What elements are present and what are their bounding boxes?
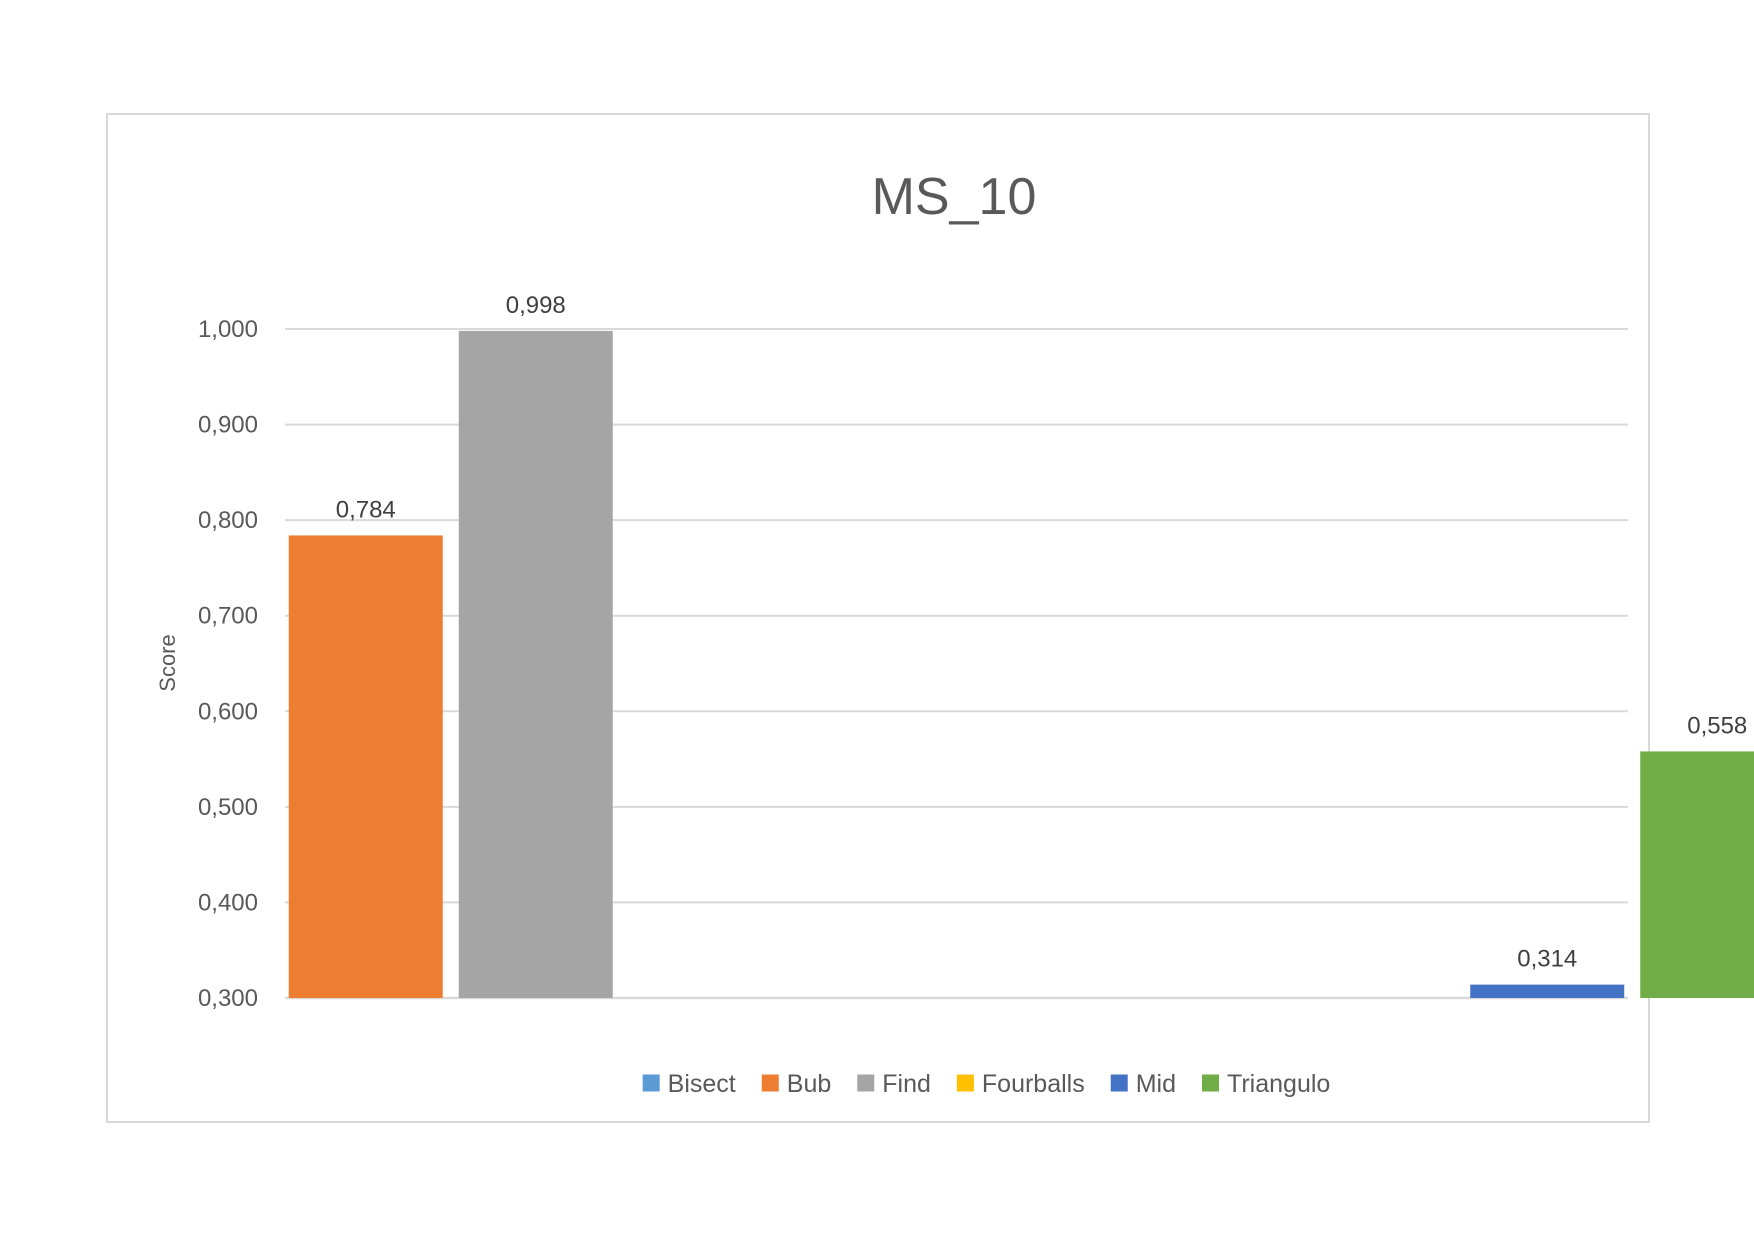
bar-find [458,330,613,998]
y-tick-label: 0,500 [198,794,258,821]
data-label: 0,784 [336,496,396,523]
data-label: 0,998 [506,292,566,319]
legend-swatch-triangulo [1202,1074,1220,1092]
bars-layer: 0,784 0,998 0,314 0,558 [288,292,1754,998]
legend-swatch-fourballs [956,1074,974,1092]
legend-item-find: Find [882,1070,931,1098]
legend-item-triangulo: Triangulo [1227,1070,1330,1098]
y-tick-label: 0,700 [198,603,258,630]
bar-bub [288,535,443,998]
legend-item-mid: Mid [1136,1070,1176,1098]
legend-item-fourballs: Fourballs [982,1070,1085,1098]
y-tick-label: 0,600 [198,698,258,725]
y-tick-label: 0,400 [198,889,258,916]
y-tick-label: 0,800 [198,507,258,534]
legend-swatch-bisect [642,1074,660,1092]
y-tick-label: 0,300 [198,985,258,1012]
legend: Bisect Bub Find Fourballs Mid Triangulo [642,1070,1330,1098]
legend-item-bisect: Bisect [668,1070,736,1098]
data-label: 0,558 [1687,712,1747,739]
y-axis-label: Score [155,634,180,691]
legend-swatch-find [857,1074,875,1092]
bar-mid [1470,984,1625,998]
y-tick-label: 0,900 [198,412,258,439]
legend-swatch-bub [761,1074,779,1092]
legend-swatch-mid [1110,1074,1128,1092]
data-label: 0,314 [1517,946,1577,973]
legend-item-bub: Bub [787,1070,831,1098]
bar-triangulo [1640,751,1754,998]
chart-title: MS_10 [872,168,1037,226]
y-tick-label: 1,000 [198,316,258,343]
